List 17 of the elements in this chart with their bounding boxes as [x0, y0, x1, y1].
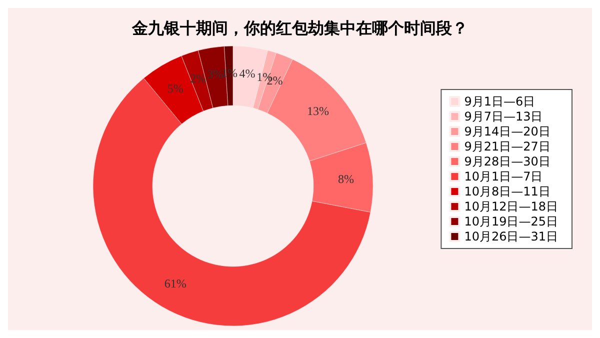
legend-label: 10月1日—7日 — [464, 170, 543, 184]
legend-label: 9月14日—20日 — [464, 124, 550, 138]
legend-label: 10月8日—11日 — [464, 184, 550, 198]
data-label: 61% — [164, 276, 186, 290]
legend-label: 9月28日—30日 — [464, 154, 550, 168]
legend-label: 10月12日—18日 — [464, 200, 558, 214]
data-label: 3% — [207, 67, 224, 82]
data-label: 5% — [167, 82, 184, 96]
legend-label: 9月7日—13日 — [464, 110, 543, 124]
legend-label: 9月1日—6日 — [464, 94, 536, 108]
legend-label: 9月21日—27日 — [464, 140, 550, 154]
data-label: 13% — [306, 104, 329, 118]
legend-label: 10月19日—25日 — [464, 214, 558, 228]
data-label: 4% — [239, 66, 256, 81]
chart-title: 金九银十期间，你的红包劫集中在哪个时间段？ — [131, 20, 468, 38]
data-label: 8% — [338, 172, 354, 186]
legend-label: 10月26日—31日 — [464, 230, 558, 244]
